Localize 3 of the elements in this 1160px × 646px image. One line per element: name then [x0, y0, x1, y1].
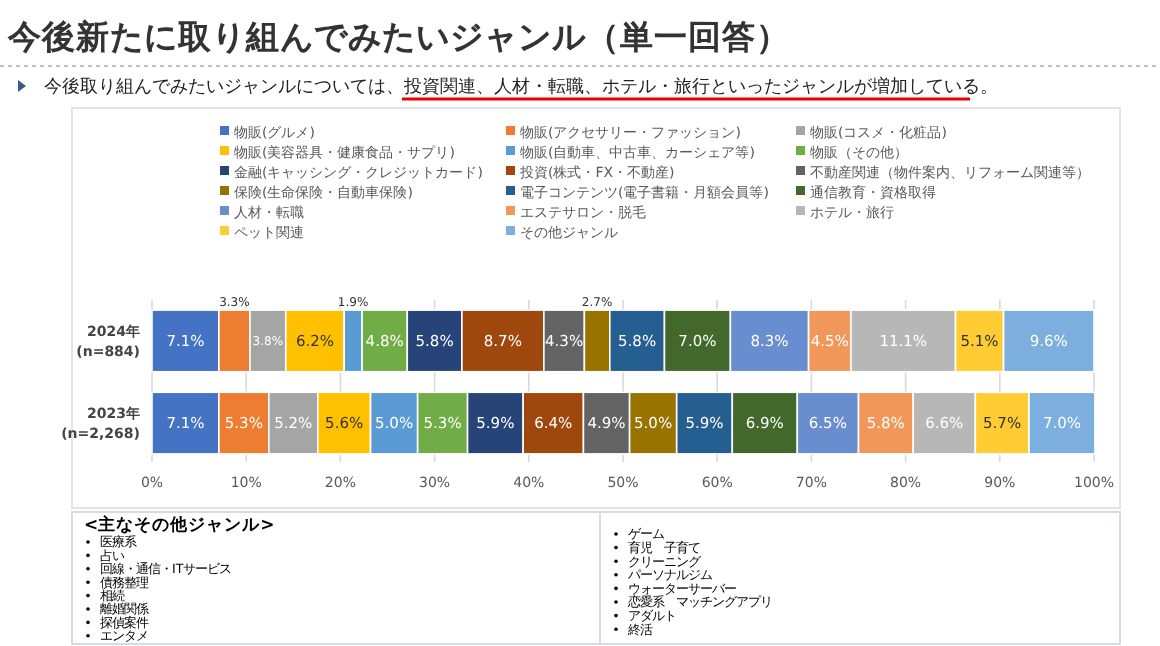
text: <主なその他ジャンル> — [84, 513, 275, 536]
chart-title: 今後新たに取り組んでみたいジャンル（単一回答） — [6, 17, 790, 56]
chart-subtitle: 今後取り組んでみたいジャンルについては、投資関連、人材・転職、ホテル・旅行といったジャンルが増加している。 — [44, 76, 998, 99]
